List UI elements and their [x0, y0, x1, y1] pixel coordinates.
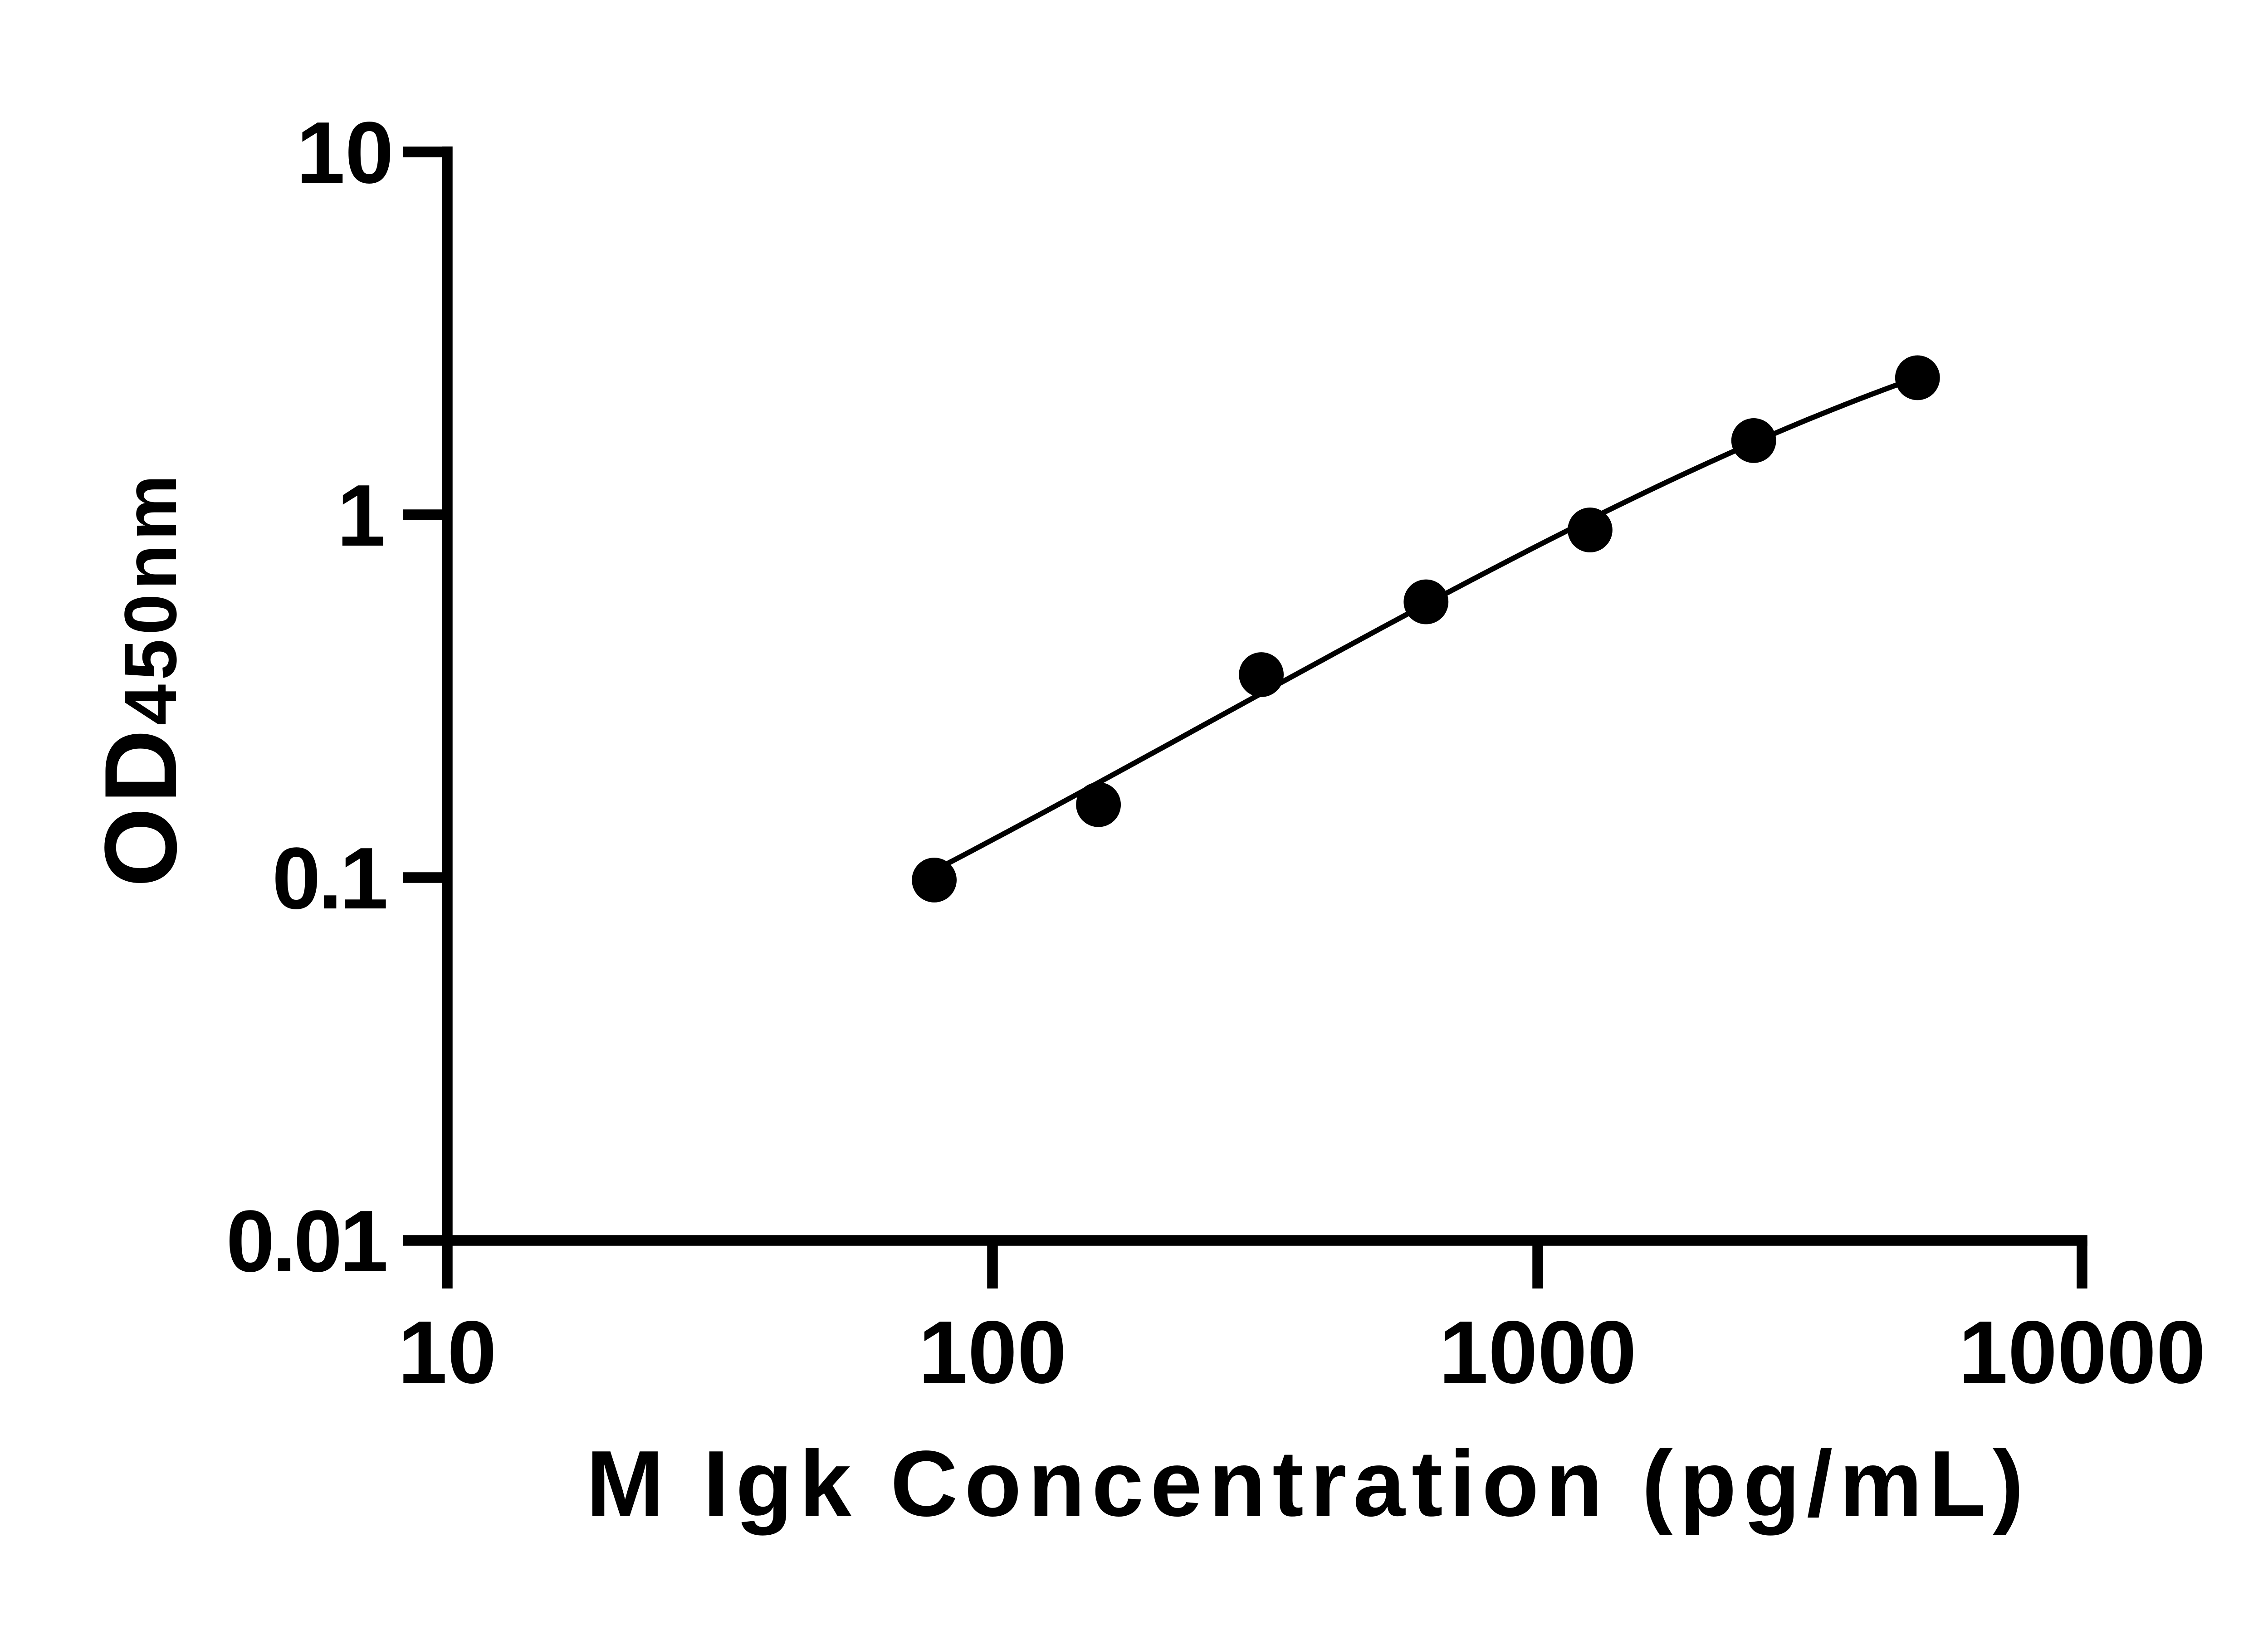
svg-text:10: 10 — [296, 103, 394, 201]
svg-text:1000: 1000 — [1439, 1303, 1637, 1402]
svg-text:10: 10 — [398, 1303, 497, 1402]
svg-text:1: 1 — [337, 466, 386, 564]
svg-text:M Igk Concentration (pg/mL): M Igk Concentration (pg/mL) — [586, 1431, 2030, 1536]
svg-text:10000: 10000 — [1958, 1303, 2205, 1402]
svg-text:0.1: 0.1 — [272, 829, 386, 927]
svg-text:0.01: 0.01 — [226, 1192, 386, 1290]
svg-text:100: 100 — [918, 1303, 1066, 1402]
